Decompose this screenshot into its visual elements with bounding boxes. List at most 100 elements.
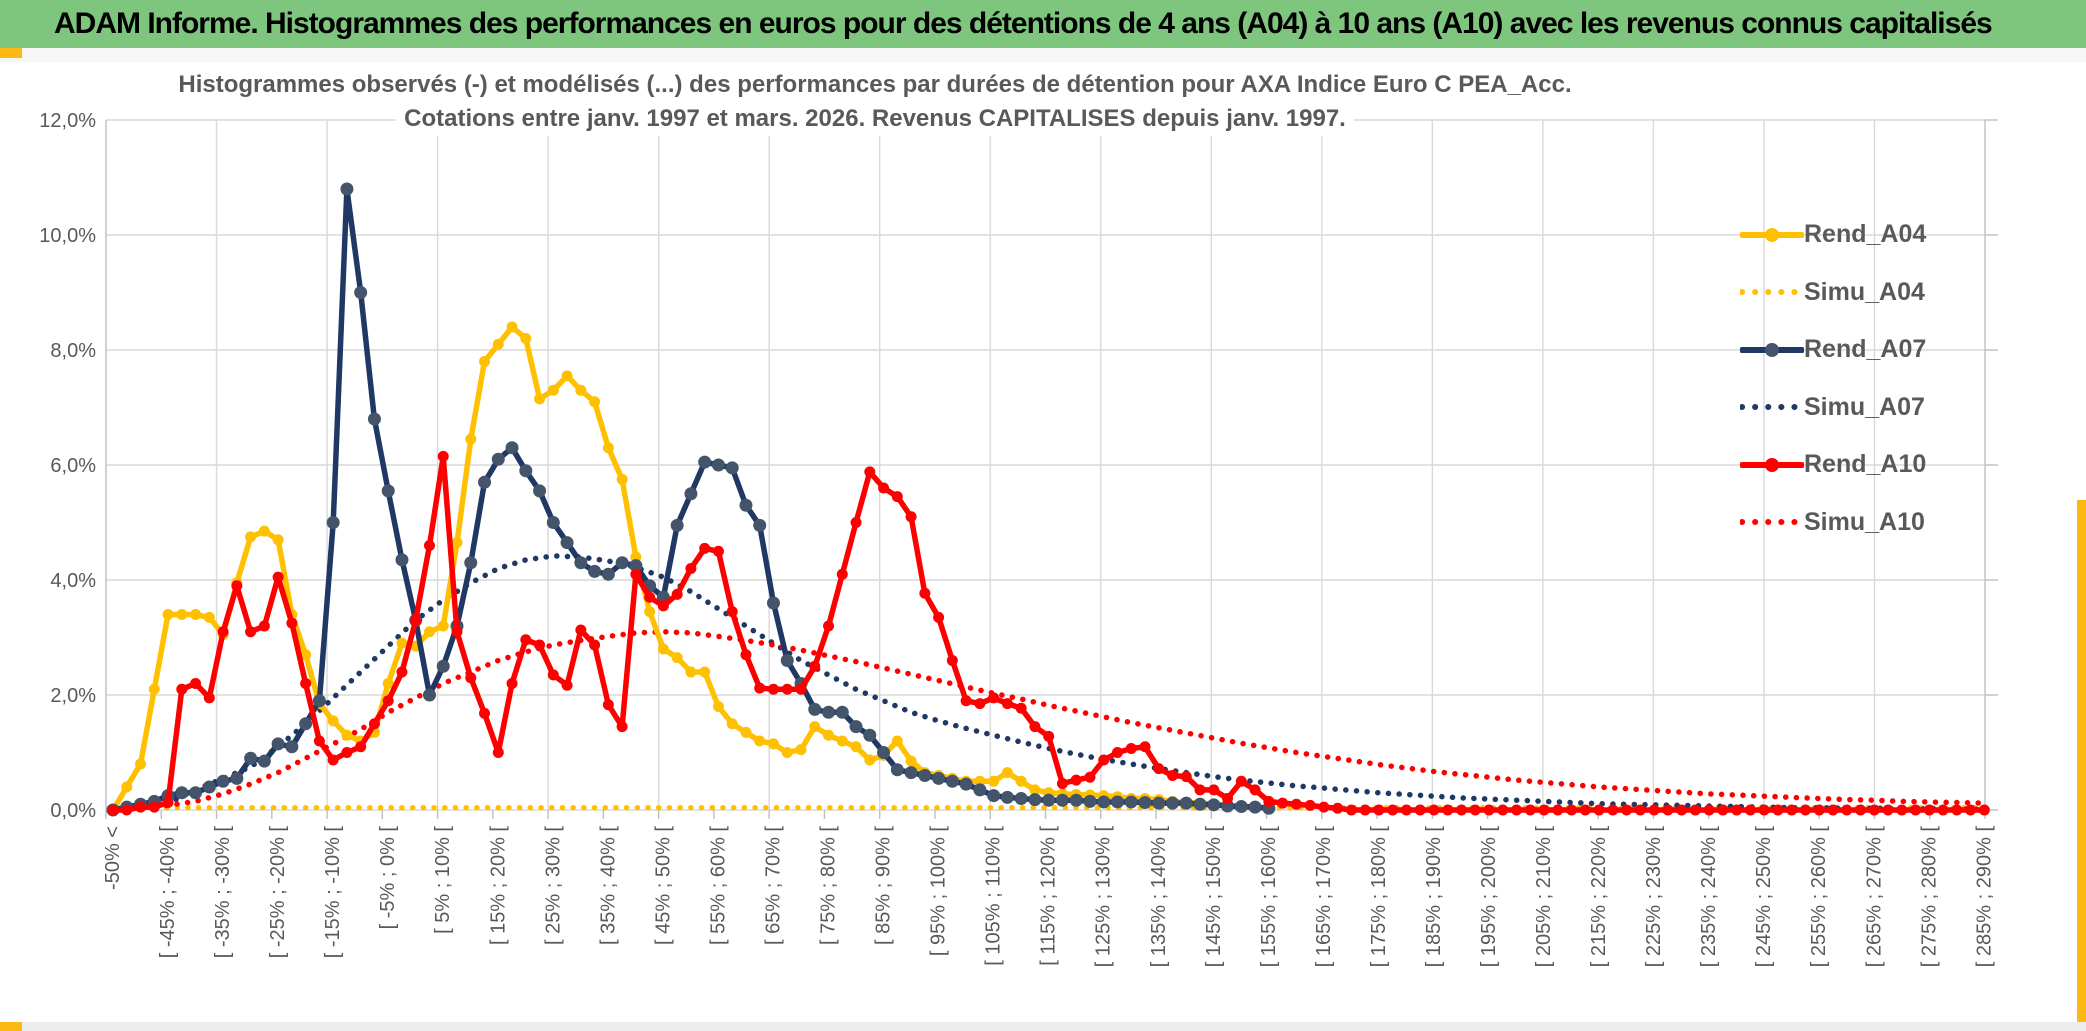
data-point-rend_a04 <box>272 534 284 546</box>
data-point-rend_a04 <box>396 637 408 649</box>
x-axis-label: [ 265% ; 270% [ <box>1863 826 1885 968</box>
legend-item-simu_a07[interactable]: Simu_A07 <box>1740 379 1926 437</box>
data-point-rend_a10 <box>410 614 422 626</box>
data-point-rend_a07 <box>189 786 203 800</box>
data-point-rend_a10 <box>437 450 449 462</box>
data-point-rend_a10 <box>1332 802 1344 814</box>
data-point-rend_a10 <box>465 672 477 684</box>
legend-label: Simu_A10 <box>1804 507 1925 536</box>
data-point-rend_a10 <box>1799 804 1811 816</box>
data-point-rend_a07 <box>1152 796 1166 810</box>
horizontal-scrollbar[interactable] <box>0 1022 2086 1031</box>
legend-sample-dotted-icon <box>1740 404 1804 411</box>
data-point-rend_a04 <box>988 775 1000 787</box>
data-point-rend_a07 <box>766 596 780 610</box>
data-point-rend_a04 <box>726 718 738 730</box>
x-axis-label: [ 25% ; 30% [ <box>542 826 564 945</box>
data-point-rend_a10 <box>245 626 257 638</box>
x-axis-label: [ 45% ; 50% [ <box>652 826 674 945</box>
data-point-rend_a07 <box>1166 796 1180 810</box>
data-point-rend_a10 <box>1703 804 1715 816</box>
x-axis-label: [ 155% ; 160% [ <box>1258 826 1280 968</box>
data-point-rend_a07 <box>216 774 230 788</box>
window-gap-row <box>0 48 2086 62</box>
data-point-rend_a10 <box>616 721 628 733</box>
data-point-rend_a10 <box>1304 799 1316 811</box>
data-point-rend_a07 <box>1248 800 1262 814</box>
data-point-rend_a04 <box>836 735 848 747</box>
legend-item-rend_a07[interactable]: Rend_A07 <box>1740 321 1926 379</box>
data-point-rend_a04 <box>534 393 546 405</box>
data-point-rend_a10 <box>836 568 848 580</box>
legend-item-simu_a10[interactable]: Simu_A10 <box>1740 494 1926 552</box>
data-point-rend_a10 <box>781 683 793 695</box>
data-point-rend_a04 <box>1001 767 1013 779</box>
x-axis-label: [ -35% ; -30% [ <box>212 826 234 959</box>
data-point-rend_a10 <box>327 754 339 766</box>
data-point-rend_a10 <box>878 482 890 494</box>
data-point-rend_a07 <box>1097 795 1111 809</box>
data-point-rend_a10 <box>1744 804 1756 816</box>
data-point-rend_a10 <box>1607 804 1619 816</box>
x-axis-label: [ 275% ; 280% [ <box>1918 826 1940 968</box>
data-point-rend_a10 <box>1015 702 1027 714</box>
data-point-rend_a10 <box>258 620 270 632</box>
data-point-rend_a10 <box>1153 763 1165 775</box>
data-point-rend_a10 <box>355 741 367 753</box>
data-point-rend_a10 <box>382 695 394 707</box>
data-point-rend_a10 <box>1552 804 1564 816</box>
left-scroll-chip[interactable] <box>0 48 22 58</box>
x-axis-label: [ -15% ; -10% [ <box>322 826 344 959</box>
data-point-rend_a10 <box>1400 804 1412 816</box>
data-point-rend_a04 <box>162 609 174 620</box>
data-point-rend_a10 <box>974 698 986 710</box>
data-point-rend_a10 <box>1359 804 1371 816</box>
x-axis-label: [ 85% ; 90% [ <box>873 826 895 945</box>
data-point-rend_a10 <box>946 655 958 666</box>
legend-item-rend_a04[interactable]: Rend_A04 <box>1740 206 1926 264</box>
data-point-rend_a04 <box>190 609 202 620</box>
legend-item-rend_a10[interactable]: Rend_A10 <box>1740 436 1926 494</box>
data-point-rend_a04 <box>203 611 215 623</box>
data-point-rend_a10 <box>396 666 408 678</box>
data-point-rend_a10 <box>1387 804 1399 816</box>
legend-item-simu_a04[interactable]: Simu_A04 <box>1740 264 1926 322</box>
data-point-rend_a07 <box>381 484 395 498</box>
data-point-rend_a04 <box>644 606 656 618</box>
data-point-rend_a10 <box>368 718 380 730</box>
data-point-rend_a04 <box>506 321 518 333</box>
data-point-rend_a04 <box>148 683 160 695</box>
data-point-rend_a04 <box>602 442 614 454</box>
data-point-rend_a10 <box>1180 771 1192 783</box>
legend-sample-solid-icon <box>1740 457 1804 472</box>
data-point-rend_a07 <box>1138 796 1152 810</box>
data-point-rend_a07 <box>822 705 836 719</box>
vertical-scrollbar-thumb[interactable] <box>2077 500 2086 1022</box>
data-point-rend_a10 <box>1318 801 1330 813</box>
data-point-rend_a10 <box>286 617 298 629</box>
data-point-rend_a10 <box>547 669 559 681</box>
data-point-rend_a04 <box>589 396 601 408</box>
x-axis-label: [ 245% ; 250% [ <box>1753 826 1775 968</box>
data-point-rend_a10 <box>341 747 353 758</box>
data-point-rend_a10 <box>712 545 724 557</box>
data-point-rend_a04 <box>657 643 669 655</box>
data-point-rend_a07 <box>505 441 519 455</box>
data-point-rend_a07 <box>739 498 753 512</box>
data-point-rend_a10 <box>1731 804 1743 816</box>
data-point-rend_a10 <box>1497 804 1509 816</box>
workbook-title: ADAM Informe. Histogrammes des performan… <box>54 7 1993 40</box>
x-axis-label: [ 235% ; 240% [ <box>1698 826 1720 968</box>
data-point-rend_a10 <box>1290 798 1302 810</box>
chart-title-line1: Histogrammes observés (-) et modélisés (… <box>170 68 1580 102</box>
data-point-rend_a10 <box>891 491 903 503</box>
horizontal-scrollbar-thumb[interactable] <box>0 1022 22 1031</box>
data-point-rend_a07 <box>230 771 244 785</box>
data-point-rend_a07 <box>670 518 684 532</box>
x-axis-label: [ 55% ; 60% [ <box>707 826 729 945</box>
data-point-rend_a07 <box>464 556 478 570</box>
data-point-rend_a10 <box>1621 804 1633 816</box>
data-point-rend_a10 <box>767 683 779 695</box>
data-point-rend_a10 <box>506 678 518 689</box>
data-point-rend_a07 <box>1055 793 1069 807</box>
